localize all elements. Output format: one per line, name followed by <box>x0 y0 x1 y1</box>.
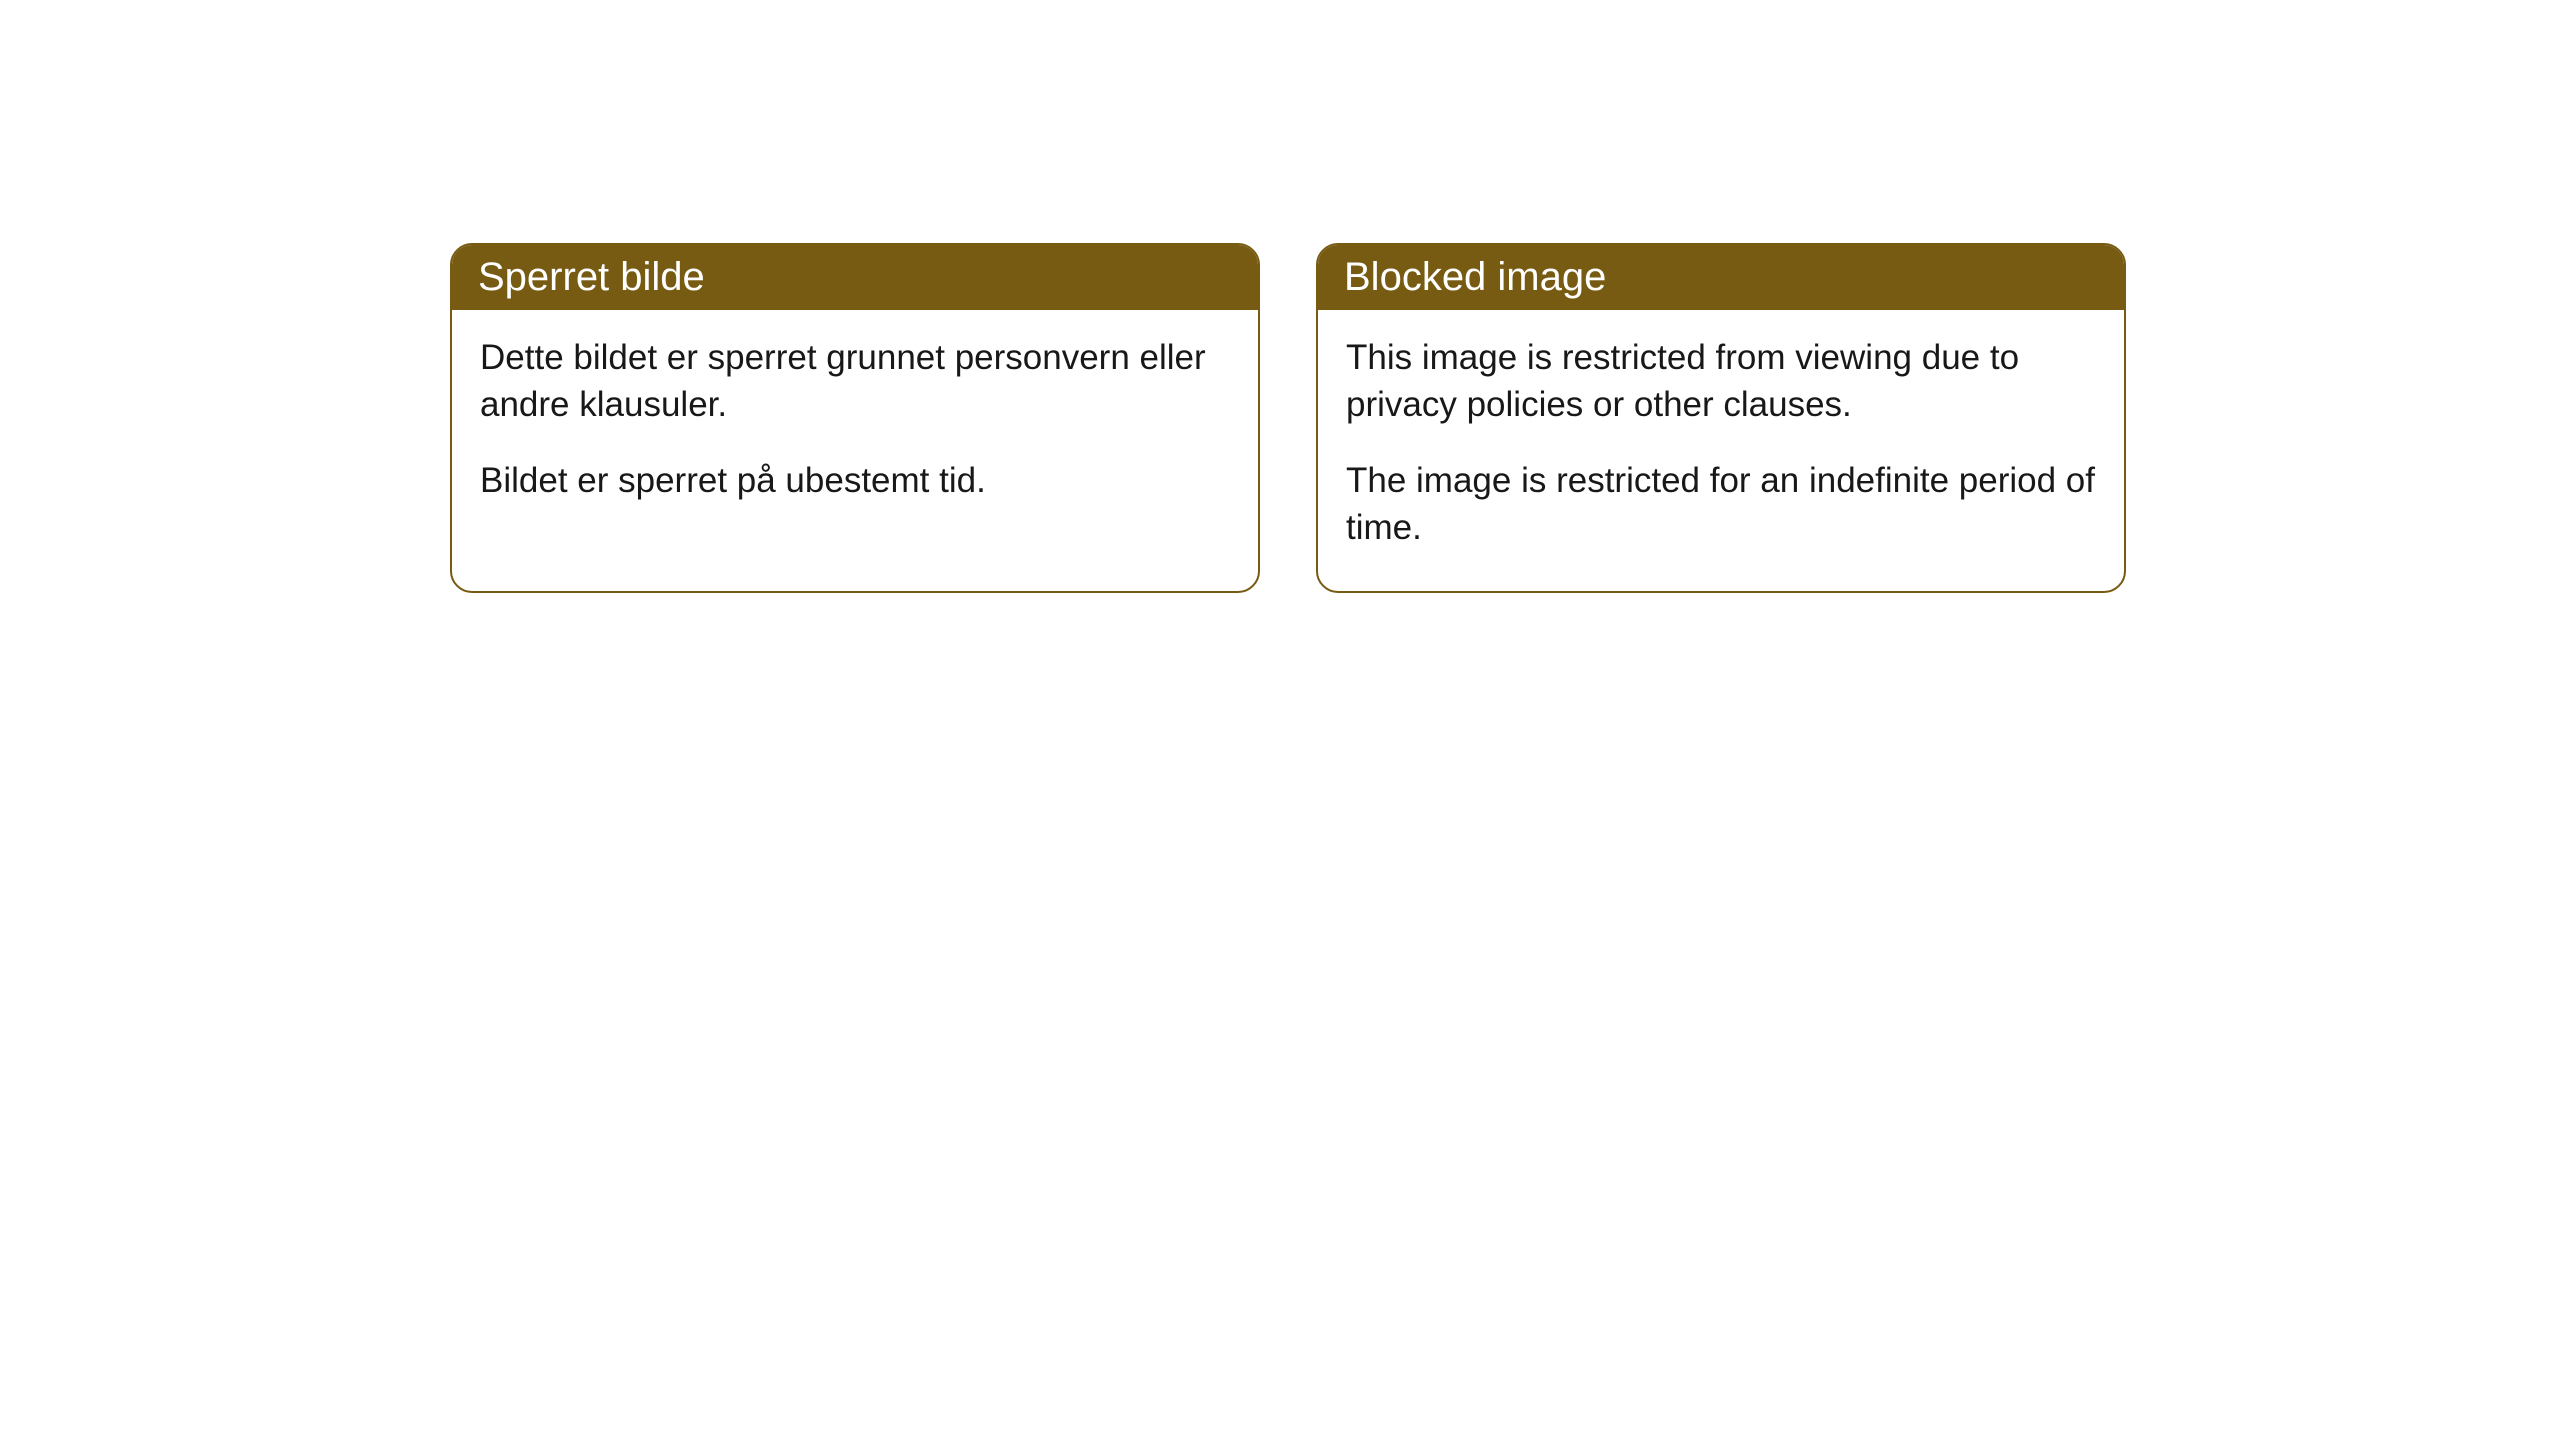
blocked-image-card-english: Blocked image This image is restricted f… <box>1316 243 2126 593</box>
blocked-image-card-norwegian: Sperret bilde Dette bildet er sperret gr… <box>450 243 1260 593</box>
card-body: This image is restricted from viewing du… <box>1318 310 2124 591</box>
card-paragraph: The image is restricted for an indefinit… <box>1346 457 2096 552</box>
card-header: Blocked image <box>1318 245 2124 310</box>
card-header: Sperret bilde <box>452 245 1258 310</box>
card-title: Blocked image <box>1344 255 1606 299</box>
card-title: Sperret bilde <box>478 255 705 299</box>
card-paragraph: Dette bildet er sperret grunnet personve… <box>480 334 1230 429</box>
notice-cards-container: Sperret bilde Dette bildet er sperret gr… <box>450 243 2126 593</box>
card-paragraph: This image is restricted from viewing du… <box>1346 334 2096 429</box>
card-body: Dette bildet er sperret grunnet personve… <box>452 310 1258 544</box>
card-paragraph: Bildet er sperret på ubestemt tid. <box>480 457 1230 504</box>
